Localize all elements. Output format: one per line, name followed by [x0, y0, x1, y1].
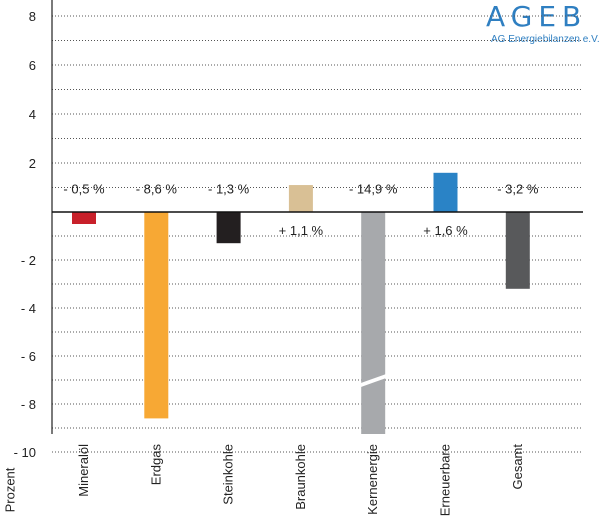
value-label: - 8,6 %	[136, 182, 178, 197]
y-tick-label: 4	[29, 107, 36, 122]
value-label: - 14,9 %	[349, 182, 398, 197]
category-label: Braunkohle	[293, 444, 308, 510]
bar-mineralöl	[72, 212, 96, 224]
y-axis-label: Prozent	[2, 467, 18, 513]
y-tick-label: - 4	[21, 301, 36, 316]
y-axis-label-box: Prozent	[1, 462, 19, 518]
y-tick-label: - 8	[21, 397, 36, 412]
bar-kernenergie	[361, 212, 386, 434]
bar-braunkohle	[288, 185, 313, 212]
y-tick-label: - 2	[21, 253, 36, 268]
category-label: Gesamt	[510, 444, 525, 490]
value-label: + 1,6 %	[423, 223, 468, 238]
ageb-logo-subtitle: AG Energiebilanzen e.V.	[491, 34, 600, 45]
y-tick-label: 6	[29, 58, 36, 73]
y-tick-label: 2	[29, 156, 36, 171]
category-label: Erneuerbare	[438, 444, 453, 516]
axis-break-mark	[359, 373, 388, 388]
bar-gesamt	[505, 212, 530, 289]
category-label: Erdgas	[148, 444, 163, 486]
value-label: - 0,5 %	[63, 182, 105, 197]
value-label: - 1,3 %	[208, 182, 250, 197]
y-tick-label: 8	[29, 9, 36, 24]
category-label: Kernenergie	[365, 444, 380, 515]
bar-steinkohle	[216, 212, 241, 244]
category-label: Mineralöl	[76, 444, 91, 497]
value-label: + 1,1 %	[279, 223, 324, 238]
value-label: - 3,2 %	[497, 182, 539, 197]
category-label: Steinkohle	[221, 444, 236, 505]
y-tick-label: - 6	[21, 349, 36, 364]
y-tick-label: - 10	[14, 445, 36, 460]
bar-erdgas	[144, 212, 169, 419]
bar-erneuerbare	[433, 172, 458, 212]
